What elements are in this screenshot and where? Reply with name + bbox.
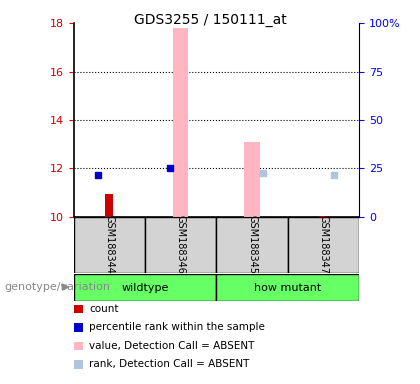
Bar [216,217,288,273]
Bar [74,217,145,273]
Text: value, Detection Call = ABSENT: value, Detection Call = ABSENT [89,341,255,351]
Bar [288,217,359,273]
Bar [244,142,260,217]
Text: how mutant: how mutant [254,283,321,293]
Text: GSM188345: GSM188345 [247,215,257,274]
Text: genotype/variation: genotype/variation [4,282,110,292]
Text: rank, Detection Call = ABSENT: rank, Detection Call = ABSENT [89,359,249,369]
Bar [173,28,189,217]
Text: GSM188344: GSM188344 [104,215,114,274]
Bar [145,217,216,273]
Bar [319,216,328,217]
Text: GSM188347: GSM188347 [318,215,328,274]
Text: count: count [89,304,118,314]
Bar [74,274,216,301]
Bar [105,194,113,217]
Text: GSM188346: GSM188346 [176,215,186,274]
Text: GDS3255 / 150111_at: GDS3255 / 150111_at [134,13,286,27]
Text: percentile rank within the sample: percentile rank within the sample [89,322,265,332]
Text: wildtype: wildtype [121,283,168,293]
Bar [216,274,359,301]
